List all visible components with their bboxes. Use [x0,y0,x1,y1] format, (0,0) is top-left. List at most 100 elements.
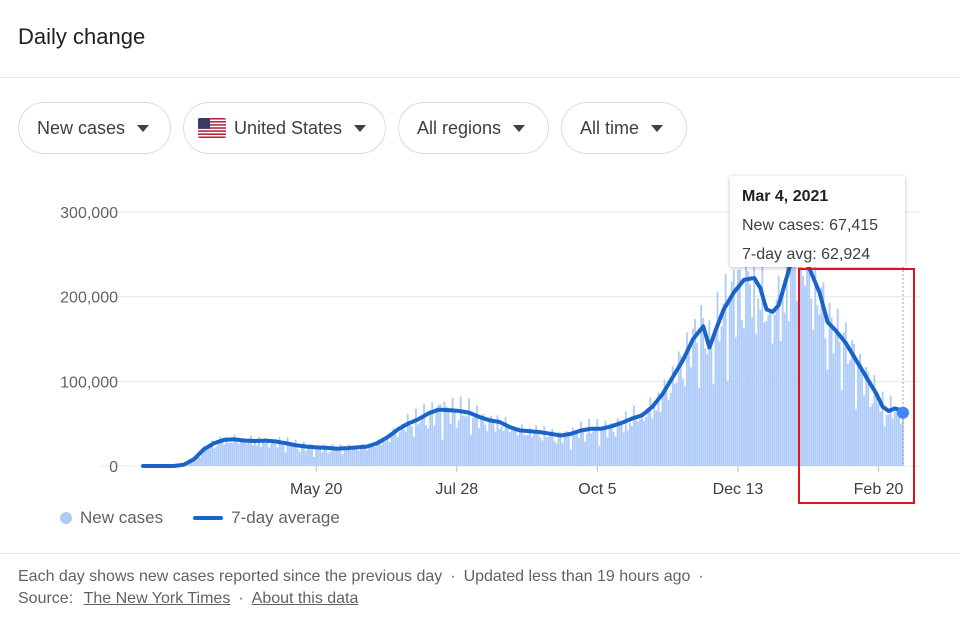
daily-case-bar [738,269,741,466]
daily-case-bar [598,445,601,466]
daily-case-bar [582,431,584,466]
daily-case-bar [504,417,507,466]
daily-case-bar [288,445,291,466]
daily-case-bar [270,443,273,466]
about-data-link[interactable]: About this data [251,590,359,607]
daily-case-bar [755,333,758,466]
daily-case-bar [785,260,788,466]
daily-case-bar [863,395,866,466]
daily-case-bar [563,432,566,466]
daily-case-bar [722,303,725,466]
daily-case-bar [527,435,529,466]
footer-sources: Source: The New York Times · About this da… [18,590,359,607]
daily-case-bar [832,353,835,466]
metric-dropdown[interactable]: New cases [18,102,171,154]
source-link[interactable]: The New York Times [83,590,231,607]
y-tick-label: 0 [109,459,118,476]
daily-case-bar [651,418,654,466]
daily-case-bar [421,417,423,466]
daily-case-bar [706,354,709,466]
daily-case-bar [692,328,694,466]
daily-case-bar [753,229,756,466]
daily-case-bar [461,415,464,466]
daily-case-bar [366,450,368,466]
daily-case-bar [565,431,568,466]
daily-case-bar [359,447,362,466]
daily-case-bar [686,332,688,466]
daily-case-bar [633,405,635,466]
daily-case-bar [492,419,495,466]
daily-case-bar [225,436,228,466]
daily-case-bar [859,353,862,466]
daily-case-bar [661,391,664,466]
page-title: Daily change [18,24,146,49]
daily-case-bar [879,411,882,466]
daily-case-bar [775,299,778,466]
daily-case-bar [470,434,472,466]
highlight-box [798,268,915,504]
daily-case-bar [292,446,295,466]
daily-case-bar [474,414,476,466]
daily-case-bar [838,341,841,466]
daily-case-bar [325,446,328,466]
legend-bar-swatch [60,512,72,524]
daily-case-bar [747,271,749,466]
daily-case-bar [543,426,546,466]
legend-average: 7-day average [231,508,340,527]
daily-case-bar [618,420,621,466]
daily-case-bar [539,437,542,466]
daily-case-bar [315,445,318,466]
daily-case-bar [529,428,531,466]
daily-case-bar [800,244,802,466]
daily-case-bar [523,434,525,466]
daily-case-bar [537,432,540,466]
daily-case-bar [592,431,595,466]
x-tick-label: May 20 [290,481,343,498]
daily-case-bar [741,320,743,466]
cases-chart[interactable]: 0 100,000 200,000 300,000 May 20 Jul 28 Oct 5… [0,0,960,530]
daily-case-bar [861,366,864,466]
daily-case-bar [219,436,222,466]
daily-case-bar [433,425,436,466]
daily-case-bar [580,421,582,466]
daily-case-bar [443,401,446,466]
daily-case-bar [549,431,552,466]
daily-case-bar [694,319,696,466]
daily-case-bar [423,403,425,466]
daily-case-bar [445,406,448,466]
daily-case-bar [229,442,232,466]
daily-case-bar [435,407,438,466]
daily-case-bar [622,432,625,466]
daily-case-bar [307,446,309,466]
daily-case-bar [533,434,536,466]
location-dropdown[interactable]: United States [183,102,386,154]
daily-case-bar [716,291,719,466]
daily-case-bar [808,272,811,466]
daily-case-bar [247,440,250,466]
daily-case-bar [720,326,723,466]
daily-case-bar [869,407,872,466]
daily-case-bar [895,407,898,466]
daily-case-bar [551,428,554,466]
daily-case-bar [207,449,210,466]
daily-case-bar [419,422,421,466]
daily-case-bar [759,309,762,466]
daily-case-bar [317,445,320,466]
daily-case-bar [649,397,652,466]
daily-case-bar [190,459,193,466]
daily-case-bar [233,434,236,466]
daily-case-bar [677,351,680,466]
daily-case-bar [347,444,350,466]
daily-case-bar [512,429,515,466]
daily-case-bar [712,384,715,466]
time-range-dropdown[interactable]: All time [561,102,687,154]
daily-case-bar [518,428,521,466]
tooltip-date: Mar 4, 2021 [742,188,829,205]
chart-legend: New cases 7-day average [60,508,340,528]
daily-case-bar [319,446,322,466]
daily-case-bar [541,440,544,466]
regions-dropdown[interactable]: All regions [398,102,549,154]
daily-case-bar [349,450,352,466]
daily-case-bar [217,441,220,466]
daily-case-bar [824,338,827,466]
